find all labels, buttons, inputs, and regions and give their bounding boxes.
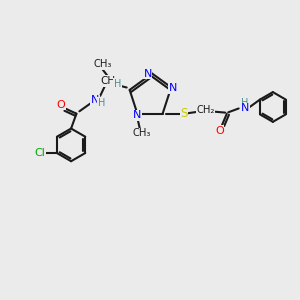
Text: N: N xyxy=(143,69,152,79)
Text: S: S xyxy=(180,107,188,120)
Text: H: H xyxy=(98,98,105,108)
Text: H: H xyxy=(114,79,122,89)
Text: N: N xyxy=(91,95,99,105)
Text: CH₂: CH₂ xyxy=(196,105,214,115)
Text: Cl: Cl xyxy=(34,148,45,158)
Text: N: N xyxy=(133,110,141,120)
Text: H: H xyxy=(241,98,248,107)
Text: O: O xyxy=(215,126,224,136)
Text: CH₃: CH₃ xyxy=(93,59,112,69)
Text: N: N xyxy=(241,103,249,113)
Text: N: N xyxy=(169,83,177,93)
Text: CH: CH xyxy=(101,76,116,86)
Text: CH₃: CH₃ xyxy=(132,128,151,138)
Text: O: O xyxy=(57,100,65,110)
